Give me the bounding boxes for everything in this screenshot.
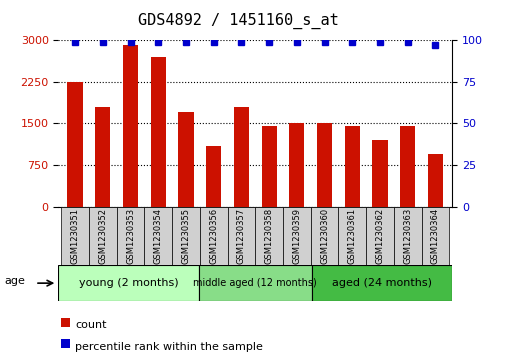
Bar: [394, 207, 422, 265]
Text: aged (24 months): aged (24 months): [332, 278, 432, 288]
Bar: [311, 207, 338, 265]
Bar: [428, 154, 443, 207]
Bar: [422, 207, 450, 265]
Text: percentile rank within the sample: percentile rank within the sample: [75, 342, 263, 352]
Text: age: age: [5, 276, 25, 286]
Bar: [200, 207, 228, 265]
Bar: [95, 107, 110, 207]
Text: young (2 months): young (2 months): [79, 278, 178, 288]
Text: GSM1230363: GSM1230363: [403, 208, 412, 264]
Bar: [178, 112, 194, 207]
Bar: [262, 126, 277, 207]
Bar: [58, 265, 199, 301]
Bar: [206, 146, 221, 207]
Text: GSM1230351: GSM1230351: [71, 208, 80, 264]
Bar: [345, 126, 360, 207]
Bar: [317, 123, 332, 207]
Text: GSM1230359: GSM1230359: [293, 208, 301, 264]
Text: GSM1230361: GSM1230361: [348, 208, 357, 264]
Bar: [283, 207, 311, 265]
Text: GSM1230356: GSM1230356: [209, 208, 218, 264]
Text: GSM1230364: GSM1230364: [431, 208, 440, 264]
Text: GSM1230352: GSM1230352: [98, 208, 107, 264]
Text: count: count: [75, 320, 107, 330]
Bar: [61, 207, 89, 265]
Bar: [123, 45, 138, 207]
Bar: [366, 207, 394, 265]
Bar: [144, 207, 172, 265]
Bar: [228, 207, 256, 265]
Bar: [372, 140, 388, 207]
Text: GDS4892 / 1451160_s_at: GDS4892 / 1451160_s_at: [138, 13, 339, 29]
Text: GSM1230355: GSM1230355: [181, 208, 190, 264]
Bar: [150, 57, 166, 207]
Text: GSM1230354: GSM1230354: [154, 208, 163, 264]
Text: GSM1230360: GSM1230360: [320, 208, 329, 264]
Bar: [338, 207, 366, 265]
Bar: [256, 207, 283, 265]
Bar: [117, 207, 144, 265]
Bar: [234, 107, 249, 207]
Bar: [199, 265, 311, 301]
Bar: [289, 123, 304, 207]
Text: GSM1230353: GSM1230353: [126, 208, 135, 264]
Text: middle aged (12 months): middle aged (12 months): [194, 278, 317, 288]
Bar: [89, 207, 117, 265]
Bar: [68, 82, 83, 207]
Text: GSM1230358: GSM1230358: [265, 208, 274, 264]
Text: GSM1230362: GSM1230362: [375, 208, 385, 264]
Bar: [172, 207, 200, 265]
Bar: [311, 265, 452, 301]
Bar: [400, 126, 416, 207]
Text: GSM1230357: GSM1230357: [237, 208, 246, 264]
